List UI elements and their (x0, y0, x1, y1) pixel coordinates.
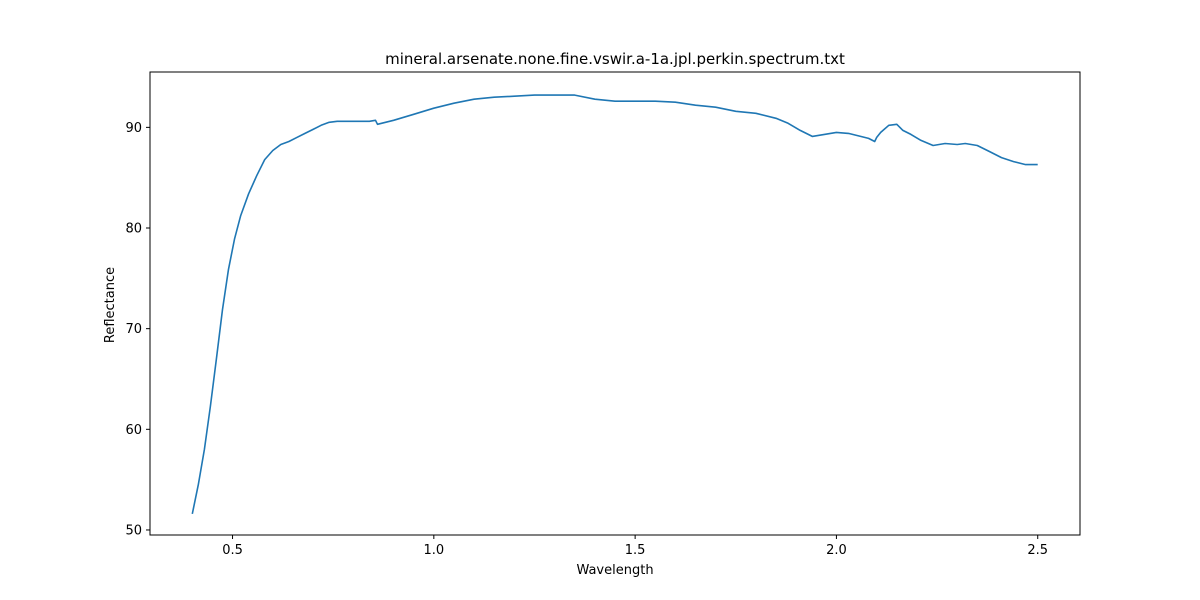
x-tick-label: 2.0 (826, 543, 847, 558)
x-axis-ticks: 0.5 1.0 1.5 2.0 2.5 (222, 535, 1048, 558)
y-tick-label: 90 (125, 121, 142, 136)
y-tick-label: 80 (125, 222, 142, 237)
x-tick-label: 2.5 (1027, 543, 1048, 558)
x-tick-label: 1.0 (423, 543, 444, 558)
y-axis-ticks: 50 60 70 80 90 (125, 121, 150, 538)
y-tick-label: 60 (125, 423, 142, 438)
x-tick-label: 0.5 (222, 543, 243, 558)
x-axis-label: Wavelength (576, 563, 653, 578)
plot-area (191, 94, 1038, 515)
y-tick-label: 70 (125, 322, 142, 337)
y-axis-label: Reflectance (103, 267, 118, 343)
chart-title: mineral.arsenate.none.fine.vswir.a-1a.jp… (385, 50, 845, 68)
y-tick-label: 50 (125, 523, 142, 538)
series-line-0 (191, 94, 1038, 515)
plot-frame (149, 71, 1081, 536)
x-tick-label: 1.5 (625, 543, 646, 558)
